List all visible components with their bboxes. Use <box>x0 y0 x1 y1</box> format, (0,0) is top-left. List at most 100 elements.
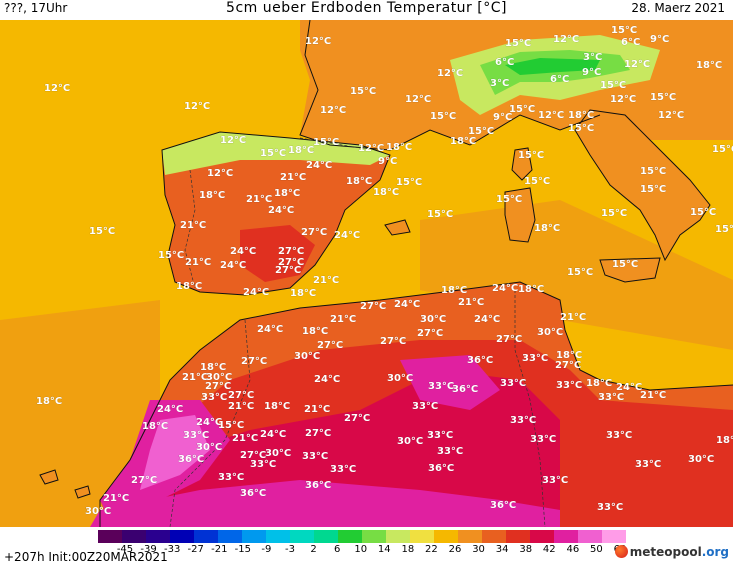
temperature-label: 24°C <box>474 314 500 325</box>
footer: -45 -39 -33 -27 -21 -15 -9 -3 2 6 10 14 18 22 26 30 34 38… <box>0 527 733 566</box>
temperature-label: 33°C <box>606 430 632 441</box>
temperature-label: 15°C <box>650 92 676 103</box>
color-legend-ticks: -45 -39 -33 -27 -21 -15 -9 -3 2 6 10 14 18 22 26 30 34 38… <box>0 544 733 560</box>
legend-swatch <box>578 530 603 543</box>
forecast-date: 28. Maerz 2021 <box>631 1 725 15</box>
meteopool-logo[interactable]: meteopool.org <box>614 545 729 559</box>
temperature-labels: 12°C 12°C15°C15°C 6°C 9°C6°C 3°C12°C 18°C12°C… <box>36 25 733 518</box>
temperature-label: 21°C <box>185 257 211 268</box>
temperature-label: 24°C <box>616 382 642 393</box>
coastline-sicily <box>599 257 661 283</box>
temperature-label: 21°C <box>330 314 356 325</box>
temperature-label: 12°C <box>610 94 636 105</box>
temperature-label: 18°C <box>450 136 476 147</box>
land-iberia <box>162 132 390 295</box>
temperature-label: 27°C <box>380 336 406 347</box>
temperature-label: 21°C <box>180 220 206 231</box>
temperature-label: 12°C <box>220 135 246 146</box>
coastline-balearics <box>384 219 411 236</box>
temperature-label: 33°C <box>556 380 582 391</box>
temperature-label: 21°C <box>640 390 666 401</box>
legend-swatch <box>602 530 626 543</box>
temperature-label: 18°C <box>696 60 722 71</box>
temperature-label: 24°C <box>230 246 256 257</box>
temperature-label: 12°C <box>44 83 70 94</box>
legend-swatch <box>170 530 195 543</box>
coastline-canary <box>39 469 91 499</box>
coastline-corsica <box>511 147 533 181</box>
temperature-label: 21°C <box>182 372 208 383</box>
logo-icon <box>614 545 628 558</box>
temperature-label: 33°C <box>183 430 209 441</box>
legend-tick-label: -45 <box>116 544 134 555</box>
coastline-france <box>299 20 601 151</box>
temperature-label: 33°C <box>522 353 548 364</box>
temperature-label: 30°C <box>85 506 111 517</box>
temperature-label: 18°C <box>142 421 168 432</box>
land-canary <box>40 470 90 498</box>
temperature-label: 21°C <box>458 297 484 308</box>
header: ???, 17Uhr 5cm ueber Erdboden Temperatur… <box>0 0 733 20</box>
temperature-label: 18°C <box>518 284 544 295</box>
coastline-iberia <box>161 131 391 296</box>
temperature-label: 27°C <box>240 450 266 461</box>
temperature-label: 33°C <box>428 381 454 392</box>
legend-swatch <box>434 530 459 543</box>
temperature-label: 9°C <box>582 67 601 78</box>
temperature-label: 36°C <box>467 355 493 366</box>
legend-swatch <box>290 530 315 543</box>
legend-swatch <box>194 530 219 543</box>
temperature-label: 12°C <box>305 36 331 47</box>
temperature-label: 18°C <box>534 223 560 234</box>
land-corsica <box>512 148 532 180</box>
legend-swatch <box>242 530 267 543</box>
temperature-label: 15°C <box>640 166 666 177</box>
temperature-label: 27°C <box>360 301 386 312</box>
land-africa-extreme-2 <box>400 355 500 410</box>
legend-tick-label: 26 <box>448 544 462 555</box>
legend-swatch <box>386 530 411 543</box>
temperature-label: 18°C <box>346 176 372 187</box>
temperature-label: 30°C <box>688 454 714 465</box>
temperature-label: 33°C <box>510 415 536 426</box>
temperature-label: 30°C <box>206 372 232 383</box>
temperature-label: 9°C <box>378 156 397 167</box>
temperature-map[interactable]: 12°C 12°C 15°C 15°C 6°C 9°C 6°C 3°C 12°C 18°C 12°C… <box>0 20 733 527</box>
temperature-label: 3°C <box>490 78 509 89</box>
temperature-label: 18°C <box>716 435 733 446</box>
temperature-label: 33°C <box>500 378 526 389</box>
temperature-label: 24°C <box>394 299 420 310</box>
temperature-label: 24°C <box>243 287 269 298</box>
land-africa-max <box>140 415 210 490</box>
legend-swatch <box>410 530 435 543</box>
temperature-label: 12°C <box>624 59 650 70</box>
legend-tick-label: -3 <box>285 544 295 555</box>
temperature-label: 15°C <box>715 224 733 235</box>
temperature-label: 30°C <box>387 373 413 384</box>
legend-tick-label: 34 <box>495 544 509 555</box>
temperature-label: 18°C <box>288 145 314 156</box>
temperature-label: 18°C <box>386 142 412 153</box>
temperature-label: 18°C <box>36 396 62 407</box>
temperature-label: 21°C <box>560 312 586 323</box>
temperature-label: 18°C <box>290 288 316 299</box>
temperature-label: 15°C <box>690 207 716 218</box>
legend-tick-label: -9 <box>261 544 272 555</box>
temperature-label: 36°C <box>305 480 331 491</box>
temperature-label: 18°C <box>264 401 290 412</box>
temperature-label: 33°C <box>201 392 227 403</box>
temperature-label: 36°C <box>452 384 478 395</box>
legend-swatch <box>362 530 387 543</box>
temperature-label: 6°C <box>621 37 640 48</box>
legend-swatch <box>314 530 339 543</box>
temperature-label: 18°C <box>556 350 582 361</box>
temperature-label: 27°C <box>278 246 304 257</box>
temperature-label: 27°C <box>275 265 301 276</box>
temperature-label: 15°C <box>158 250 184 261</box>
temperature-label: 27°C <box>555 360 581 371</box>
temperature-label: 30°C <box>294 351 320 362</box>
temperature-label: 27°C <box>228 390 254 401</box>
temperature-label: 27°C <box>344 413 370 424</box>
temperature-label: 30°C <box>537 327 563 338</box>
forecast-time: ???, 17Uhr <box>4 1 68 15</box>
